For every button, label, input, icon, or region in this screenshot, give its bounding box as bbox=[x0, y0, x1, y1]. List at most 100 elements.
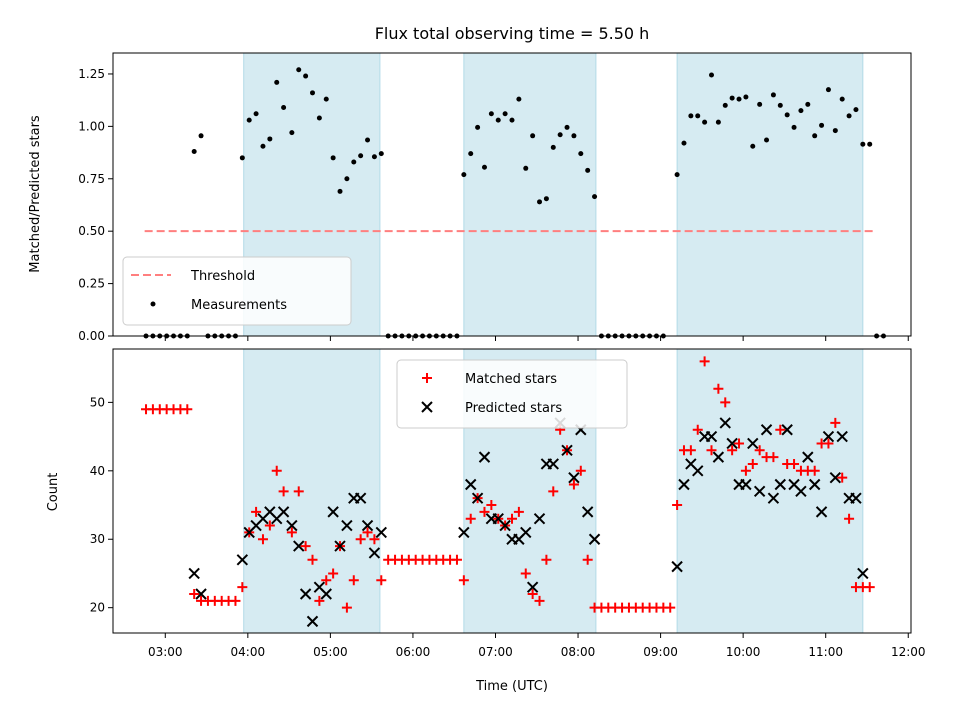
predicted-stars-point bbox=[327, 506, 339, 518]
matched-stars-point bbox=[278, 486, 289, 497]
legend-measurements-swatch bbox=[150, 301, 156, 307]
matched-stars-point bbox=[486, 500, 497, 511]
predicted-stars-point bbox=[712, 451, 725, 463]
predicted-stars-point bbox=[361, 519, 374, 532]
measurement-point bbox=[488, 111, 494, 117]
matched-stars-point bbox=[369, 534, 380, 545]
measurement-point bbox=[819, 122, 825, 128]
top-panel: 0.00 0.25 0.50 0.75 1.00 1.25 Threshold Measure… bbox=[78, 52, 912, 343]
shaded-interval bbox=[676, 348, 864, 634]
predicted-stars-point bbox=[478, 451, 491, 463]
matched-stars-point bbox=[685, 445, 696, 456]
legend-box bbox=[122, 256, 352, 326]
measurement-point bbox=[516, 96, 522, 102]
legend-box bbox=[396, 359, 628, 429]
predicted-stars-point bbox=[671, 560, 683, 573]
measurement-point bbox=[502, 111, 508, 117]
predicted-stars-point bbox=[306, 615, 319, 628]
predicted-stars-point bbox=[774, 478, 787, 491]
measurement-point bbox=[688, 113, 694, 119]
matched-stars-point bbox=[699, 356, 710, 367]
matched-stars-point bbox=[775, 424, 786, 435]
matched-stars-point bbox=[348, 575, 359, 586]
matched-stars-point bbox=[341, 602, 352, 613]
measurement-point bbox=[592, 194, 598, 200]
measurement-point bbox=[764, 137, 770, 143]
predicted-stars-point bbox=[458, 526, 470, 539]
measurement-point bbox=[757, 101, 763, 107]
matched-stars-point bbox=[479, 506, 490, 517]
matched-stars-point bbox=[740, 465, 751, 476]
measurement-point bbox=[274, 79, 280, 85]
measurement-point bbox=[246, 117, 252, 123]
y-tick-label: 1.25 bbox=[78, 67, 105, 81]
matched-stars-point bbox=[844, 513, 855, 524]
measurement-point bbox=[585, 167, 591, 173]
matched-stars-point bbox=[830, 417, 841, 428]
predicted-stars-point bbox=[526, 581, 539, 593]
measurement-point bbox=[709, 72, 714, 78]
measurement-point bbox=[371, 154, 377, 160]
matched-stars-point bbox=[527, 588, 538, 599]
predicted-stars-point bbox=[286, 519, 298, 532]
matched-stars-point bbox=[230, 595, 241, 606]
measurement-point bbox=[296, 67, 302, 73]
matched-stars-point bbox=[237, 582, 248, 593]
predicted-stars-point bbox=[568, 471, 580, 484]
y-tick-label: 40 bbox=[90, 464, 105, 478]
matched-stars-point bbox=[520, 568, 531, 579]
predicted-stars-point bbox=[829, 471, 842, 484]
predicted-stars-point bbox=[375, 526, 388, 539]
measurement-point bbox=[191, 149, 197, 155]
predicted-stars-point bbox=[188, 567, 200, 580]
measurement-point bbox=[798, 108, 804, 114]
measurement-point bbox=[674, 172, 680, 178]
matched-stars-point bbox=[768, 452, 779, 463]
matched-stars-point bbox=[362, 527, 373, 538]
measurement-point bbox=[260, 143, 266, 149]
matched-stars-point bbox=[747, 458, 758, 469]
x-tick-label: 04:00 bbox=[231, 645, 266, 659]
measurement-point bbox=[812, 133, 818, 139]
legend-label: Threshold bbox=[190, 269, 255, 284]
matched-stars-point bbox=[823, 438, 834, 449]
measurement-point bbox=[365, 137, 371, 143]
matched-stars-point bbox=[548, 486, 559, 497]
matched-stars-point bbox=[665, 602, 676, 613]
measurement-point bbox=[337, 188, 343, 194]
measurement-point bbox=[860, 141, 866, 147]
predicted-stars-point bbox=[857, 567, 869, 580]
matched-stars-point bbox=[864, 582, 875, 593]
predicted-stars-point bbox=[767, 492, 780, 504]
measurement-point bbox=[481, 164, 487, 170]
measurement-point bbox=[578, 151, 584, 157]
matched-stars-point bbox=[189, 588, 200, 599]
measurement-point bbox=[530, 133, 536, 139]
measurement-point bbox=[267, 136, 273, 142]
predicted-stars-point bbox=[692, 465, 704, 477]
measurement-point bbox=[736, 96, 742, 102]
y-tick-label: 0.75 bbox=[78, 172, 105, 186]
predicted-stars-point bbox=[719, 417, 731, 429]
measurement-point bbox=[695, 113, 701, 119]
measurement-point bbox=[750, 143, 756, 149]
shaded-interval bbox=[463, 52, 597, 337]
predicted-stars-point bbox=[850, 492, 862, 504]
legend-label: Measurements bbox=[191, 298, 287, 313]
measurement-point bbox=[351, 159, 357, 165]
matched-stars-point bbox=[809, 465, 820, 476]
measurement-point bbox=[523, 165, 529, 171]
axes-frame bbox=[112, 52, 912, 337]
predicted-stars-point bbox=[581, 506, 594, 518]
shaded-interval bbox=[243, 348, 381, 634]
measurement-point bbox=[378, 151, 384, 157]
matched-stars-point bbox=[734, 438, 745, 449]
matched-stars-point bbox=[300, 541, 311, 552]
measurement-point bbox=[777, 102, 783, 108]
predicted-stars-point bbox=[299, 588, 312, 600]
x-tick-label: 08:00 bbox=[561, 645, 596, 659]
matched-stars-point bbox=[307, 554, 318, 565]
matched-stars-point bbox=[451, 554, 462, 565]
x-tick-label: 10:00 bbox=[726, 645, 761, 659]
matched-stars-point bbox=[271, 465, 282, 476]
